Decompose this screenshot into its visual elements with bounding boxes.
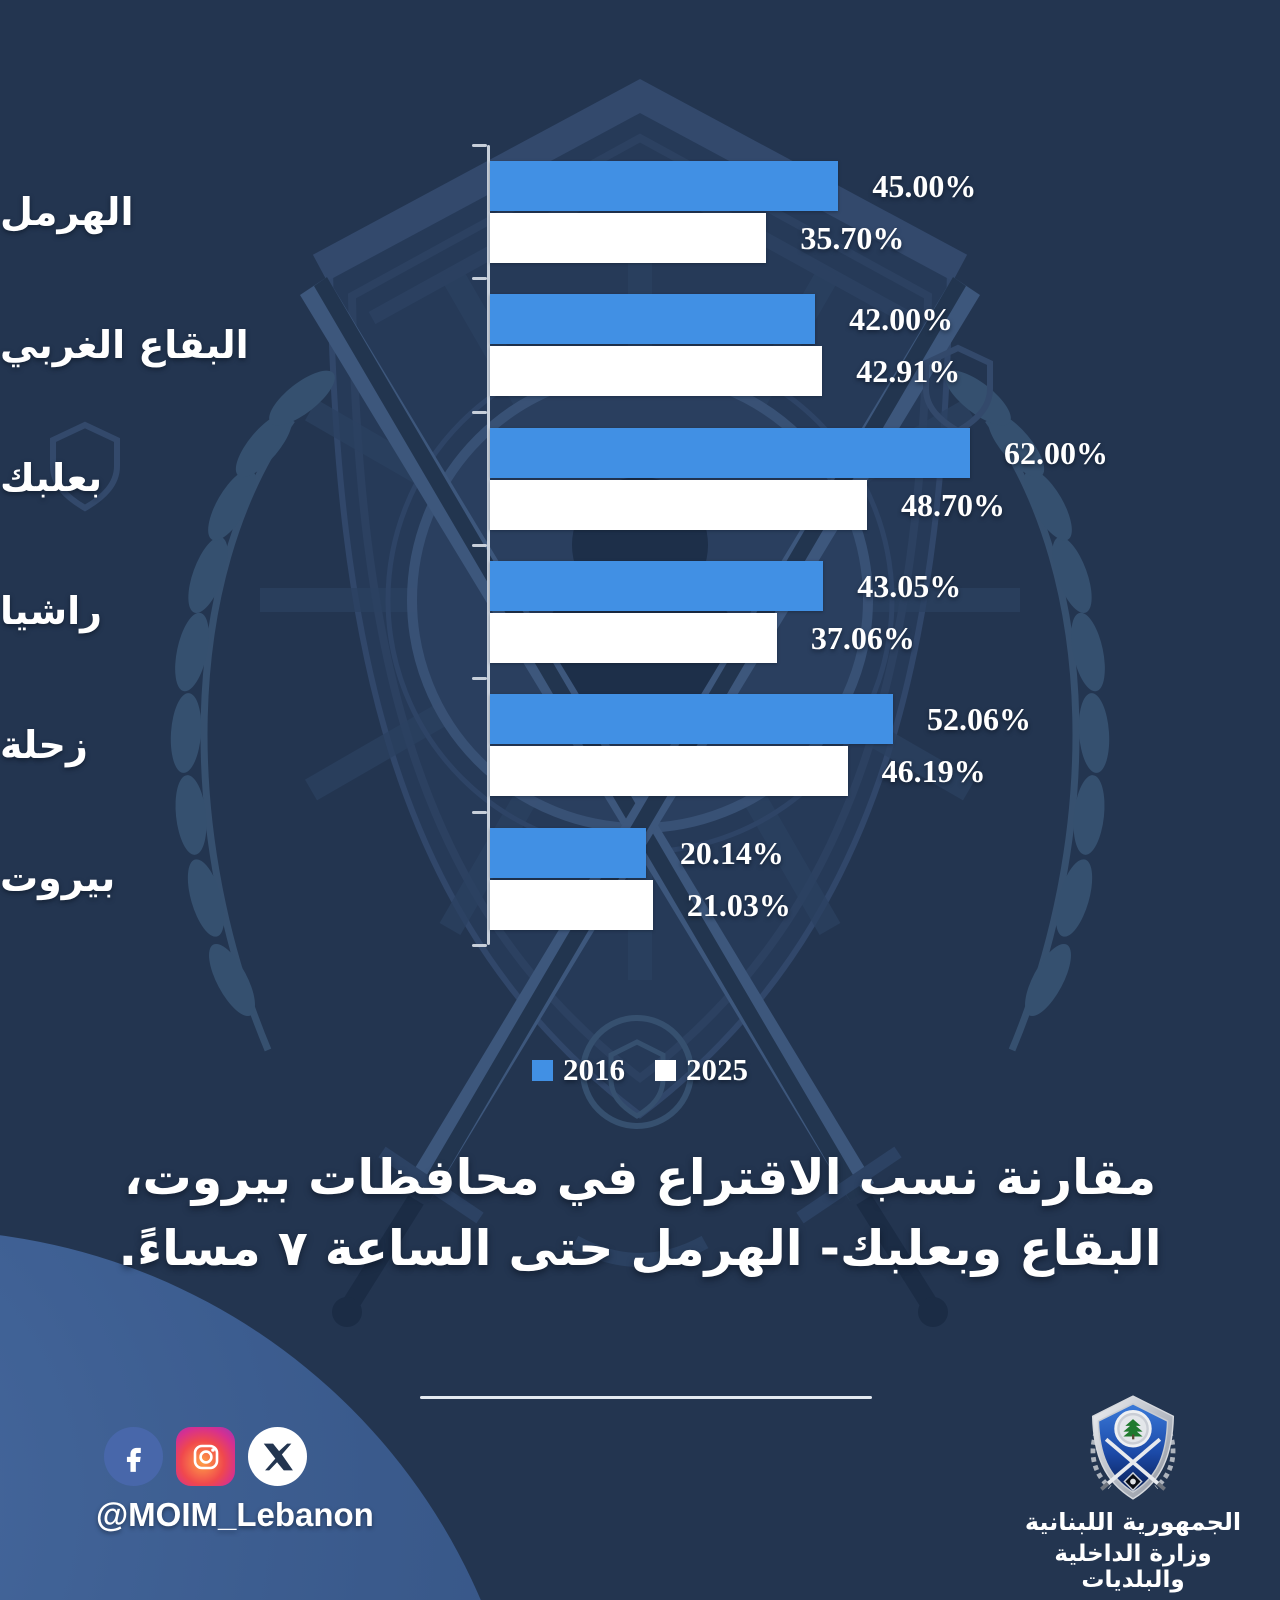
category-label-3: راشيا [0, 589, 103, 634]
chart-legend: 2016 2025 [0, 1048, 1280, 1092]
bar-2025-4 [490, 746, 848, 797]
ministry-name-republic: الجمهورية اللبنانية [1024, 1508, 1242, 1536]
category-label-2: بعلبك [0, 456, 103, 501]
category-label-0: الهرمل [0, 189, 134, 234]
caption-line-1: مقارنة نسب الاقتراع في محافظات بيروت، [123, 1149, 1157, 1206]
category-label-1: البقاع الغربي [0, 322, 249, 367]
legend-label-2016: 2016 [563, 1052, 625, 1087]
value-label-2025-0: 35.70% [800, 220, 905, 256]
bar-2025-0 [490, 213, 767, 263]
value-label-2016-4: 52.06% [927, 701, 1032, 738]
value-label-2016-2: 62.00% [1004, 434, 1108, 471]
turnout-bar-chart: الهرمل 45.00% 35.70% البقاع الغربي 42.00% 42.… [0, 144, 1280, 947]
bar-2016-2 [490, 427, 970, 478]
social-handle: @MOIM_Lebanon [96, 1496, 374, 1533]
caption-line-2: البقاع وبعلبك- الهرمل حتى الساعة ٧ مساءً… [118, 1220, 1162, 1277]
ministry-logo [1090, 1395, 1176, 1500]
caption: مقارنة نسب الاقتراع في محافظات بيروت، ال… [0, 1142, 1280, 1284]
facebook-icon[interactable] [104, 1427, 163, 1486]
axis-tick-5 [472, 810, 487, 814]
value-label-2025-3: 37.06% [810, 619, 915, 656]
legend-swatch-2025 [655, 1059, 676, 1081]
x-icon[interactable] [248, 1427, 307, 1486]
bar-2016-3 [490, 560, 824, 611]
axis-tick-1 [472, 277, 487, 281]
ministry-block: الجمهورية اللبنانية وزارة الداخلية والبل… [1020, 1392, 1246, 1593]
axis-tick-2 [472, 410, 487, 414]
axis-tick-6 [472, 943, 487, 947]
value-label-2025-1: 42.91% [856, 353, 961, 390]
social-icons-row [104, 1427, 307, 1486]
bar-2025-3 [490, 612, 777, 663]
axis-tick-3 [472, 543, 487, 547]
value-label-2016-0: 45.00% [872, 168, 977, 204]
category-label-4: زحلة [0, 722, 88, 767]
legend-label-2025: 2025 [686, 1052, 748, 1087]
axis-tick-4 [472, 677, 487, 681]
value-label-2016-5: 20.14% [679, 834, 784, 871]
value-label-2025-2: 48.70% [901, 486, 1006, 523]
instagram-icon[interactable] [176, 1427, 235, 1486]
y-axis-line [487, 145, 490, 945]
bar-2016-0 [490, 161, 839, 211]
bar-2025-1 [490, 346, 823, 397]
value-label-2016-1: 42.00% [849, 301, 954, 338]
bar-2025-2 [490, 479, 868, 530]
divider-line [420, 1396, 872, 1399]
axis-tick-0 [472, 144, 487, 147]
legend-swatch-2016 [532, 1059, 553, 1081]
bar-2025-5 [490, 879, 653, 930]
bar-2016-1 [490, 294, 816, 345]
value-label-2025-5: 21.03% [686, 886, 791, 923]
ministry-name-interior: وزارة الداخلية والبلديات [1054, 1541, 1212, 1593]
value-label-2025-4: 46.19% [881, 753, 986, 790]
bar-2016-4 [490, 694, 894, 745]
category-label-5: بيروت [0, 856, 116, 901]
value-label-2016-3: 43.05% [857, 567, 962, 604]
bar-2016-5 [490, 827, 646, 878]
